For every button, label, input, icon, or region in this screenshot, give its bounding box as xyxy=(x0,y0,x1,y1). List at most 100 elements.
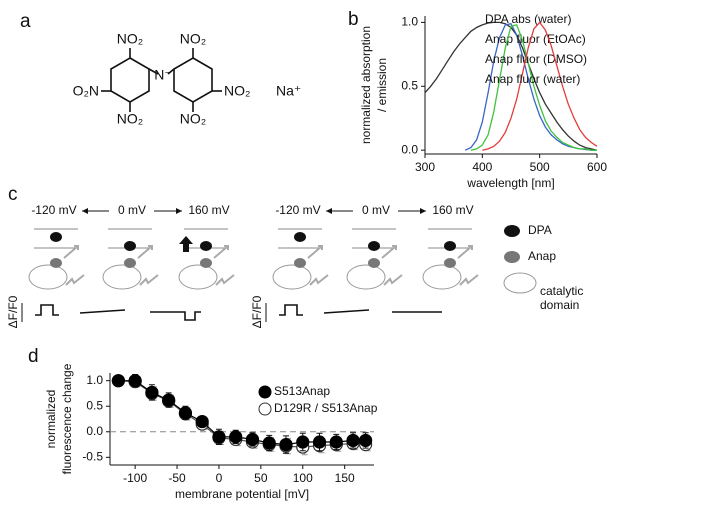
group: NO₂ xyxy=(117,31,143,47)
legend-entry: S513Anap xyxy=(274,384,330,398)
panel-label: b xyxy=(348,9,359,30)
x-tick-label: 300 xyxy=(415,160,435,174)
legend-text: Anap xyxy=(528,249,556,263)
y-axis-label: fluorescence change xyxy=(60,363,74,474)
legend-marker xyxy=(258,402,272,416)
ring xyxy=(173,57,213,103)
light xyxy=(63,245,85,286)
group: O₂N xyxy=(73,83,99,99)
legend-marker xyxy=(258,385,272,399)
point xyxy=(359,433,373,448)
legend-entry: D129R / S513Anap xyxy=(274,401,378,415)
dpa xyxy=(124,241,136,251)
voltage-label: -120 mV xyxy=(275,203,320,217)
point xyxy=(145,385,159,400)
y-tick-label: 0.5 xyxy=(86,398,103,412)
light xyxy=(457,245,479,286)
group: NO₂ xyxy=(224,83,250,99)
anap xyxy=(50,258,62,268)
anap xyxy=(368,258,380,268)
x-tick-label: 150 xyxy=(335,471,355,485)
series-line xyxy=(470,24,597,151)
point xyxy=(212,430,226,444)
point xyxy=(195,414,209,429)
dpa xyxy=(368,241,380,251)
legend-text: catalytic xyxy=(540,284,583,298)
series-line xyxy=(118,380,366,448)
panel-label: a xyxy=(20,11,31,32)
trace-label: ΔF/F0 xyxy=(6,295,20,328)
legend-domain xyxy=(503,272,537,294)
legend-entry: Anap fluor (DMSO) xyxy=(485,52,587,66)
voltage-label: -120 mV xyxy=(31,203,76,217)
ring xyxy=(110,57,150,103)
point xyxy=(229,430,243,444)
y-tick-label: 1.0 xyxy=(401,15,418,29)
light xyxy=(307,245,329,286)
group: NO₂ xyxy=(180,31,206,47)
y-tick-label: -0.5 xyxy=(82,450,103,464)
point xyxy=(162,393,176,407)
domain xyxy=(422,264,462,290)
y-axis-label: normalized absorption xyxy=(359,26,373,144)
x-tick-label: 50 xyxy=(254,471,268,485)
x-axis-label: membrane potential [mV] xyxy=(175,487,309,501)
x-tick-label: -50 xyxy=(168,471,186,485)
x-tick-label: 0 xyxy=(216,471,223,485)
point xyxy=(279,437,293,452)
legend-entry: Anap fluor (EtOAc) xyxy=(485,32,586,46)
x-tick-label: 500 xyxy=(530,160,550,174)
bond xyxy=(148,68,159,75)
dpa xyxy=(294,232,306,242)
x-tick-label: 100 xyxy=(293,471,313,485)
legend-text: domain xyxy=(540,298,579,312)
y-tick-label: 0.0 xyxy=(401,142,418,156)
y-tick-label: 0.5 xyxy=(401,78,418,92)
diagram: -120 mV 0 mV 160 mV -120 mV 0 mV 160 mV DPA Ana… xyxy=(6,203,583,328)
legend-anap xyxy=(504,251,520,263)
group: Na⁺ xyxy=(276,83,301,99)
panel-label: d xyxy=(28,346,39,367)
push-arrow xyxy=(179,236,193,252)
point xyxy=(296,435,310,449)
dpa xyxy=(444,241,456,251)
point xyxy=(178,406,193,420)
voltage-label: 160 mV xyxy=(432,203,473,217)
domain xyxy=(272,264,312,290)
legend-dpa xyxy=(504,225,520,237)
anap xyxy=(294,258,306,268)
point xyxy=(312,435,327,449)
y-tick-label: 1.0 xyxy=(86,373,103,387)
trace-label: ΔF/F0 xyxy=(250,295,264,328)
domain xyxy=(28,264,68,290)
dpa xyxy=(200,241,212,251)
group: NO₂ xyxy=(180,111,206,127)
domain xyxy=(102,264,142,290)
x-tick-label: 400 xyxy=(472,160,492,174)
y-axis-label: / emission xyxy=(375,58,389,112)
anap xyxy=(124,258,136,268)
voltage-label: 0 mV xyxy=(362,203,390,217)
point xyxy=(111,374,125,388)
structure xyxy=(101,48,222,112)
legend-entry: Anap fluor (water) xyxy=(485,72,580,86)
voltage-label: 0 mV xyxy=(118,203,146,217)
trace xyxy=(279,304,442,316)
anap xyxy=(444,258,456,268)
light xyxy=(381,245,403,286)
voltage-label: 160 mV xyxy=(188,203,229,217)
point xyxy=(346,433,360,448)
group: NO₂ xyxy=(117,111,143,127)
point xyxy=(329,435,343,449)
x-tick-label: -100 xyxy=(123,471,147,485)
light xyxy=(137,245,159,286)
light xyxy=(213,245,235,286)
trace xyxy=(35,304,201,321)
legend-entry: DPA abs (water) xyxy=(485,12,571,26)
domain xyxy=(178,264,218,290)
dpa xyxy=(50,232,62,242)
anap xyxy=(200,258,212,268)
panel-label: c xyxy=(8,184,18,205)
bond xyxy=(167,68,175,75)
series-line xyxy=(482,21,598,151)
